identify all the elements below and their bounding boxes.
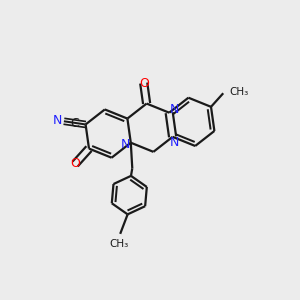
Text: CH₃: CH₃ xyxy=(229,87,248,97)
Text: C: C xyxy=(71,118,80,130)
Text: O: O xyxy=(139,76,149,90)
Text: O: O xyxy=(70,158,80,170)
Text: N: N xyxy=(170,103,179,116)
Text: CH₃: CH₃ xyxy=(109,239,128,249)
Text: N: N xyxy=(53,114,62,127)
Text: N: N xyxy=(169,136,179,149)
Text: N: N xyxy=(121,138,130,151)
